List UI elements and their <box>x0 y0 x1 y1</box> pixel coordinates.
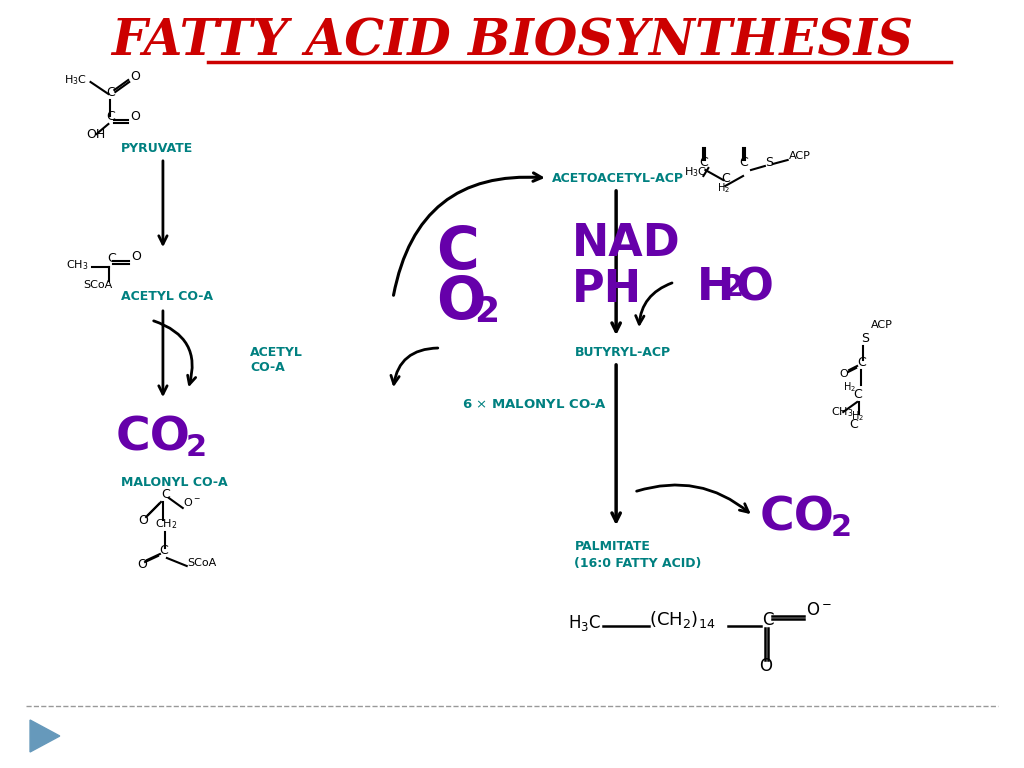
Polygon shape <box>30 720 59 752</box>
Text: CO: CO <box>116 415 190 461</box>
Text: 2: 2 <box>474 295 500 329</box>
Text: H$_3$C: H$_3$C <box>684 165 707 179</box>
Text: O: O <box>435 273 485 330</box>
Text: S: S <box>861 332 869 345</box>
Text: C: C <box>853 388 862 400</box>
Text: O: O <box>840 369 848 379</box>
Text: NAD: NAD <box>571 223 680 266</box>
Text: O: O <box>138 514 148 527</box>
Text: C: C <box>435 223 478 280</box>
Text: O: O <box>759 657 772 675</box>
Text: MALONYL CO-A: MALONYL CO-A <box>121 475 228 488</box>
Text: C: C <box>739 155 748 168</box>
Text: O: O <box>736 266 774 310</box>
Text: H$_3$C: H$_3$C <box>567 613 601 633</box>
Text: ACP: ACP <box>871 320 893 330</box>
Text: C: C <box>161 488 170 501</box>
Text: BUTYRYL-ACP: BUTYRYL-ACP <box>574 346 671 359</box>
Text: O: O <box>131 250 141 263</box>
Text: H$_3$C: H$_3$C <box>63 73 87 87</box>
Text: C: C <box>159 544 168 557</box>
Text: H$_2$: H$_2$ <box>851 409 864 423</box>
Text: C: C <box>857 356 866 369</box>
Text: O$^-$: O$^-$ <box>806 601 831 619</box>
Text: SCoA: SCoA <box>187 558 217 568</box>
Text: C: C <box>108 253 116 266</box>
Text: S: S <box>765 155 773 168</box>
Text: O: O <box>130 110 140 123</box>
Text: ACP: ACP <box>788 151 811 161</box>
Text: 2: 2 <box>722 273 743 303</box>
Text: ACETYL
CO-A: ACETYL CO-A <box>250 346 303 374</box>
Text: C: C <box>849 418 858 431</box>
Text: O: O <box>130 69 140 82</box>
Text: (CH$_2$)$_{14}$: (CH$_2$)$_{14}$ <box>649 610 715 631</box>
Text: ACETOACETYL-ACP: ACETOACETYL-ACP <box>552 171 684 184</box>
Text: H: H <box>696 266 734 310</box>
Text: FATTY ACID BIOSYNTHESIS: FATTY ACID BIOSYNTHESIS <box>111 18 913 67</box>
Text: PYRUVATE: PYRUVATE <box>121 141 194 154</box>
Text: O$^-$: O$^-$ <box>182 496 201 508</box>
Text: C: C <box>106 85 115 98</box>
Text: OH: OH <box>87 127 105 141</box>
Text: C: C <box>762 611 773 629</box>
Text: PH: PH <box>571 269 642 312</box>
Text: C: C <box>721 171 730 184</box>
Text: CO: CO <box>760 495 835 541</box>
Text: C: C <box>106 110 115 123</box>
Text: (16:0 FATTY ACID): (16:0 FATTY ACID) <box>574 557 701 570</box>
Text: H$_2$: H$_2$ <box>843 380 856 394</box>
Text: CH$_3$: CH$_3$ <box>66 258 88 272</box>
Text: SCoA: SCoA <box>84 280 113 290</box>
Text: 2: 2 <box>185 432 207 462</box>
Text: H$_2$: H$_2$ <box>717 181 730 195</box>
Text: ACETYL CO-A: ACETYL CO-A <box>121 290 213 303</box>
Text: 6 $\times$ MALONYL CO-A: 6 $\times$ MALONYL CO-A <box>463 398 607 411</box>
Text: CH$_2$: CH$_2$ <box>155 517 177 531</box>
Text: CH$_3$: CH$_3$ <box>831 405 854 419</box>
Text: 2: 2 <box>830 512 851 541</box>
Text: PALMITATE: PALMITATE <box>574 539 650 552</box>
Text: O: O <box>137 558 147 571</box>
Text: C: C <box>699 155 709 168</box>
